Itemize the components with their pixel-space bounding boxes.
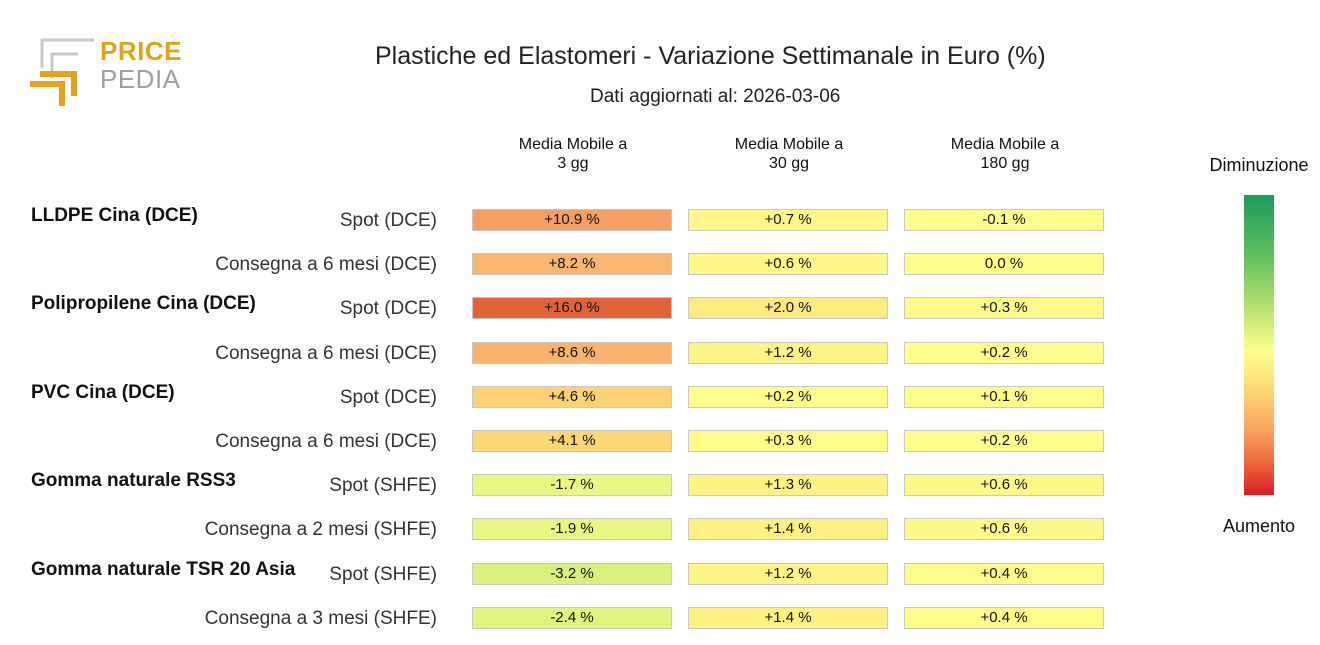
- heatmap-cell: +8.2 %: [472, 253, 672, 276]
- heatmap-cell: +0.6 %: [904, 518, 1104, 541]
- column-header-line2: 180 gg: [980, 155, 1030, 172]
- column-header-30gg: Media Mobile a 30 gg: [688, 135, 890, 173]
- row-label: Consegna a 2 mesi (SHFE): [204, 519, 437, 541]
- row-label: Spot (DCE): [339, 298, 437, 320]
- heatmap-cell: +0.6 %: [904, 474, 1104, 497]
- row-label: Consegna a 6 mesi (DCE): [215, 254, 437, 276]
- column-header-3gg: Media Mobile a 3 gg: [472, 135, 674, 173]
- heatmap-cell: +1.3 %: [688, 474, 888, 497]
- group-label: Polipropilene Cina (DCE): [31, 293, 256, 315]
- row-label: Spot (SHFE): [329, 563, 437, 585]
- heatmap-cell: +16.0 %: [472, 297, 672, 320]
- heatmap-cell: +1.4 %: [688, 606, 888, 629]
- row-label: Spot (DCE): [339, 386, 437, 408]
- heatmap-cell: 0.0 %: [904, 253, 1104, 276]
- heatmap-cell: +0.2 %: [688, 385, 888, 408]
- row-label: Consegna a 3 mesi (SHFE): [204, 607, 437, 629]
- pricepedia-logo: PRICE PEDIA: [30, 38, 190, 110]
- heatmap-cell: +0.3 %: [904, 297, 1104, 320]
- heatmap-cell: -1.9 %: [472, 518, 672, 541]
- heatmap-cell: +10.9 %: [472, 209, 672, 231]
- column-header-180gg: Media Mobile a 180 gg: [904, 135, 1106, 173]
- legend-bottom-label: Aumento: [1222, 516, 1296, 536]
- row-label: Spot (SHFE): [329, 475, 437, 497]
- column-header-line1: Media Mobile a: [950, 136, 1060, 153]
- logo-price-text: PRICE: [100, 36, 182, 66]
- heatmap-cell: +0.6 %: [688, 253, 888, 276]
- row-label: Consegna a 6 mesi (DCE): [215, 431, 437, 452]
- heatmap-cell: +0.7 %: [688, 209, 888, 231]
- heatmap-cell: +0.2 %: [904, 430, 1104, 452]
- chart-subtitle: Dati aggiornati al: 2026-03-06: [590, 86, 841, 107]
- heatmap-cell: -2.4 %: [472, 606, 672, 629]
- heatmap-cell: +8.6 %: [472, 341, 672, 364]
- heatmap-cell: +0.4 %: [904, 562, 1104, 585]
- heatmap-cell: +1.2 %: [688, 341, 888, 364]
- heatmap-cell: -0.1 %: [904, 209, 1104, 231]
- heatmap-cell: +1.2 %: [688, 562, 888, 585]
- heatmap-cell: +1.4 %: [688, 518, 888, 541]
- heatmap-cell: +0.3 %: [688, 430, 888, 452]
- column-header-line2: 30 gg: [768, 155, 810, 172]
- heatmap-cell: +0.1 %: [904, 385, 1104, 408]
- group-label: LLDPE Cina (DCE): [31, 205, 198, 226]
- heatmap-cell: +0.4 %: [904, 606, 1104, 629]
- heatmap-cell: -3.2 %: [472, 562, 672, 585]
- row-label: Consegna a 6 mesi (DCE): [215, 342, 437, 364]
- legend-color-scale: [1244, 195, 1274, 495]
- legend-top-label: Diminuzione: [1209, 155, 1309, 175]
- column-header-line1: Media Mobile a: [518, 136, 628, 153]
- heatmap-cell: +4.1 %: [472, 430, 672, 452]
- heatmap-cell: +0.2 %: [904, 341, 1104, 364]
- group-label: PVC Cina (DCE): [31, 381, 175, 403]
- column-header-line1: Media Mobile a: [734, 136, 844, 153]
- heatmap-cell: -1.7 %: [472, 474, 672, 497]
- logo-mark-icon: [30, 38, 94, 106]
- row-label: Spot (DCE): [339, 210, 437, 231]
- group-label: Gomma naturale TSR 20 Asia: [31, 558, 296, 580]
- heatmap-cell: +2.0 %: [688, 297, 888, 320]
- logo-pedia-text: PEDIA: [100, 64, 181, 94]
- column-header-line2: 3 gg: [557, 155, 589, 172]
- heatmap-cell: +4.6 %: [472, 385, 672, 408]
- group-label: Gomma naturale RSS3: [31, 470, 236, 492]
- chart-title: Plastiche ed Elastomeri - Variazione Set…: [375, 42, 1046, 70]
